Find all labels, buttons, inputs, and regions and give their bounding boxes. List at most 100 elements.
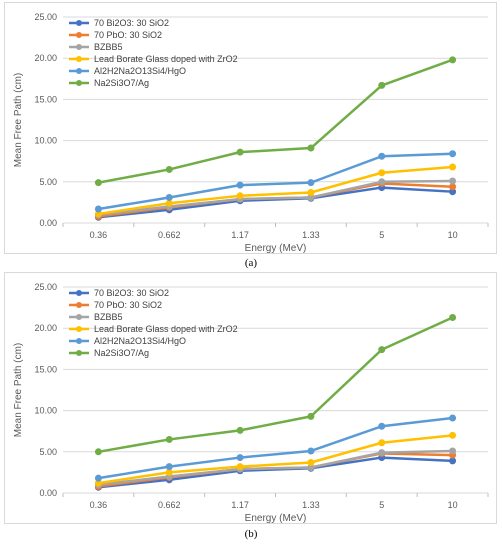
x-tick-label: 1.17 <box>231 230 249 240</box>
y-tick-label: 10.00 <box>34 406 57 416</box>
line-chart-b: 0.00 5.00 10.00 15.00 20.00 25.00 0.36 0.662 1.1… <box>13 282 489 524</box>
legend-label: 70 PbO: 30 SiO2 <box>94 300 162 310</box>
data-point <box>378 152 386 160</box>
series-line-5 <box>98 316 454 454</box>
legend-marker <box>76 20 82 26</box>
x-tick-label: 1.33 <box>302 230 320 240</box>
y-tick-label: 5.00 <box>39 447 57 457</box>
legend-label: Lead Borate Glass doped with ZrO2 <box>94 324 238 334</box>
data-point <box>449 414 457 422</box>
data-point <box>449 431 457 439</box>
x-tick-label: 1.33 <box>302 500 320 510</box>
chart-panel-a: 0.00 5.00 10.00 15.00 20.00 25.00 0.36 0.662 1.1… <box>4 2 497 254</box>
legend-label: Na2Si3O7/Ag <box>94 78 149 88</box>
y-tick-label: 15.00 <box>34 94 57 104</box>
data-point <box>378 178 386 186</box>
x-tick-label: 5 <box>379 500 384 510</box>
data-point <box>378 346 386 354</box>
y-tick-label: 20.00 <box>34 53 57 63</box>
data-point <box>165 165 173 173</box>
legend-label: BZBB5 <box>94 312 123 322</box>
data-point <box>94 179 102 187</box>
data-point <box>307 189 315 197</box>
data-point <box>94 205 102 213</box>
data-point <box>449 447 457 455</box>
data-point <box>307 447 315 455</box>
legend-marker <box>76 80 82 86</box>
data-point <box>236 426 244 434</box>
legend-marker <box>76 56 82 62</box>
y-tick-label: 20.00 <box>34 323 57 333</box>
series-line-0 <box>98 456 453 489</box>
legend-label: Na2Si3O7/Ag <box>94 348 149 358</box>
data-point <box>307 459 315 467</box>
legend-label: 70 Bi2O3: 30 SiO2 <box>94 18 169 28</box>
y-tick-label: 25.00 <box>34 282 57 292</box>
data-point <box>307 179 315 187</box>
data-point <box>236 463 244 471</box>
x-tick-label: 5 <box>379 230 384 240</box>
data-point <box>236 148 244 156</box>
data-point <box>307 144 315 152</box>
y-tick-label: 0.00 <box>39 488 57 498</box>
y-axis-title: Mean Free Path (cm) <box>13 343 24 437</box>
x-tick-label: 1.17 <box>231 500 249 510</box>
data-point <box>236 192 244 200</box>
legend-marker <box>76 32 82 38</box>
chart-panel-b: 0.00 5.00 10.00 15.00 20.00 25.00 0.36 0.662 1.1… <box>4 272 497 524</box>
y-tick-label: 25.00 <box>34 12 57 22</box>
data-point <box>449 183 457 191</box>
data-point <box>307 412 315 420</box>
legend-marker <box>76 290 82 296</box>
data-point <box>236 181 244 189</box>
legend-label: 70 Bi2O3: 30 SiO2 <box>94 288 169 298</box>
data-point <box>165 193 173 201</box>
legend-marker <box>76 326 82 332</box>
legend-marker <box>76 314 82 320</box>
caption-b: (b) <box>244 528 258 540</box>
data-point <box>165 435 173 443</box>
legend-label: BZBB5 <box>94 42 123 52</box>
series-line-2 <box>98 179 453 217</box>
legend-marker <box>76 302 82 308</box>
data-point <box>449 163 457 171</box>
data-point <box>449 313 457 321</box>
data-point <box>94 448 102 456</box>
series-line-4 <box>98 152 453 211</box>
data-point <box>449 457 457 465</box>
data-point <box>165 463 173 471</box>
series-line-2 <box>98 449 453 487</box>
legend-label: Lead Borate Glass doped with ZrO2 <box>94 54 238 64</box>
x-axis-title: Energy (MeV) <box>245 243 307 254</box>
data-point <box>378 169 386 177</box>
data-point <box>378 439 386 447</box>
data-point <box>165 199 173 207</box>
x-tick-label: 10 <box>448 500 458 510</box>
y-axis-title: Mean Free Path (cm) <box>13 73 24 167</box>
series-line-0 <box>98 186 453 219</box>
x-tick-label: 0.36 <box>90 500 108 510</box>
legend-label: 70 PbO: 30 SiO2 <box>94 30 162 40</box>
y-tick-label: 5.00 <box>39 177 57 187</box>
data-point <box>449 177 457 185</box>
series-line-5 <box>98 58 454 184</box>
data-point <box>94 474 102 482</box>
x-tick-label: 0.662 <box>158 230 181 240</box>
y-tick-label: 0.00 <box>39 218 57 228</box>
x-axis-title: Energy (MeV) <box>245 513 307 524</box>
data-point <box>378 81 386 89</box>
legend-marker <box>76 338 82 344</box>
x-tick-label: 0.36 <box>90 230 108 240</box>
data-point <box>236 454 244 462</box>
data-point <box>449 150 457 158</box>
data-point <box>165 468 173 476</box>
data-point <box>449 56 457 64</box>
line-chart-a: 0.00 5.00 10.00 15.00 20.00 25.00 0.36 0.662 1.1… <box>13 12 489 254</box>
x-tick-label: 0.662 <box>158 500 181 510</box>
data-point <box>378 422 386 430</box>
y-tick-label: 10.00 <box>34 136 57 146</box>
y-tick-label: 15.00 <box>34 364 57 374</box>
legend-marker <box>76 350 82 356</box>
caption-a: (a) <box>244 257 258 269</box>
series-line-4 <box>98 416 453 480</box>
